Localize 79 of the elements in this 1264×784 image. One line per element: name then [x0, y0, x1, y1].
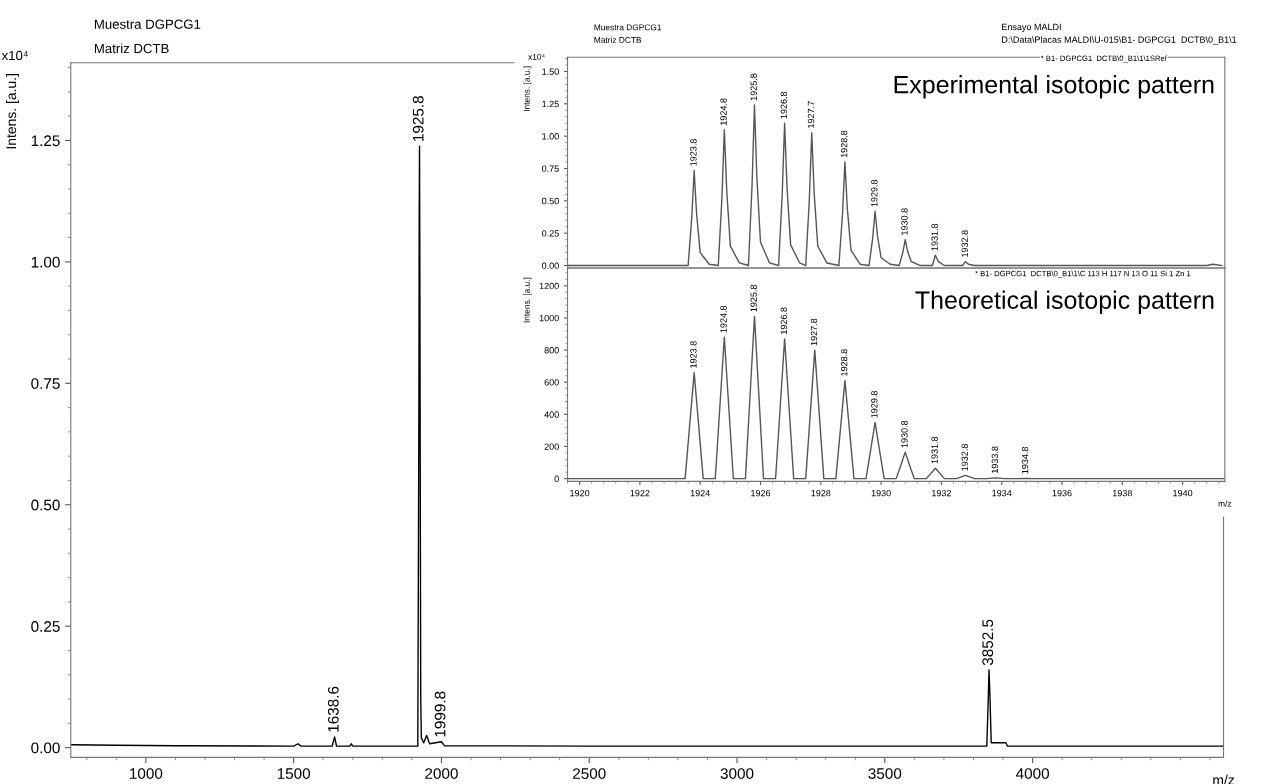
annotation: 1926.8	[780, 307, 788, 334]
y-axis-title: Intens. [a.u.]	[523, 277, 532, 323]
x-tick-label: 1924	[690, 489, 710, 497]
x-tick-label: 1934	[992, 489, 1012, 497]
annotation: 1923.8	[690, 341, 697, 368]
x-tick-label: 2500	[573, 768, 606, 779]
annotation: 1638.6	[327, 686, 339, 732]
y-tick-label: 600	[544, 379, 559, 386]
annotation: 1923.8	[690, 139, 697, 166]
y-tick-label: 1.00	[542, 133, 559, 140]
text: Matriz DCTB	[94, 43, 169, 54]
annotation: 1924.8	[720, 98, 727, 125]
y-tick-label: 0.00	[31, 742, 60, 754]
x-tick-label: 1936	[1052, 489, 1072, 497]
y-tick-label: 0.50	[31, 499, 60, 511]
x-tick-label: 1920	[570, 489, 590, 497]
y-tick-label: 0.25	[541, 230, 559, 237]
y-tick-label: 1.50	[542, 68, 559, 75]
annotation: 1934.8	[1021, 446, 1029, 474]
y-tick-label: 200	[544, 443, 559, 450]
y-tick-label: 1.00	[31, 256, 60, 268]
x-tick-label: 4000	[1015, 768, 1049, 779]
y-tick-label: 0	[554, 475, 559, 482]
x-tick-label: 1000	[130, 768, 163, 779]
y-tick-label: 1000	[539, 314, 559, 322]
x-tick-label: 1940	[1173, 489, 1193, 497]
text: Experimental isotopic pattern	[894, 75, 1214, 99]
x-tick-label: 3000	[720, 768, 754, 779]
text: D:\Data\Placas MALDI\U-015\B1- DGPCG1 DCTB\0_B1\1	[1002, 36, 1237, 45]
annotation: 1925.8	[750, 284, 757, 312]
y-tick-label: 1.25	[542, 100, 559, 108]
x-tick-label: 1926	[751, 489, 771, 497]
x-tick-label: 2000	[425, 768, 458, 779]
annotation: 1927.7	[807, 101, 815, 128]
annotation: 1926.8	[780, 91, 788, 119]
annotation: 1927.8	[810, 318, 818, 346]
annotation: 1932.8	[961, 230, 968, 257]
text: x10⁴	[528, 53, 545, 60]
annotation: 3852.5	[982, 619, 994, 666]
x-tick-label: 3500	[868, 768, 902, 779]
y-tick-label: 0.25	[31, 621, 60, 632]
y-tick-label: 0.50	[541, 197, 559, 205]
annotation: 1930.8	[901, 420, 908, 448]
x-tick-label: 1932	[932, 489, 951, 497]
y-tick-label: 0.00	[541, 262, 559, 269]
annotation: 1929.8	[871, 179, 878, 207]
annotation: 1933.8	[991, 446, 999, 473]
annotation: 1928.8	[840, 130, 848, 158]
y-axis-title: Intens. [a.u.]	[523, 66, 532, 112]
x-axis-title: m/z	[1218, 500, 1232, 507]
annotation: 1925.8	[750, 73, 757, 101]
text: Ensayo MALDI	[1002, 23, 1061, 32]
y-tick-label: 0.75	[541, 165, 559, 172]
annotation: 1931.8	[931, 223, 938, 251]
y-axis-title: Intens. [a.u.]	[5, 74, 19, 149]
annotation: 1931.8	[931, 436, 938, 464]
x-tick-label: 1938	[1112, 489, 1132, 497]
x-axis-title: m/z	[1213, 774, 1235, 784]
text: Theoretical isotopic pattern	[915, 290, 1214, 314]
y-tick-label: 400	[544, 411, 559, 418]
text: Matriz DCTB	[594, 36, 642, 43]
annotation: 1999.8	[434, 691, 446, 737]
text: Muestra DGPCG1	[94, 19, 201, 29]
x-tick-label: 1930	[871, 489, 891, 497]
annotation: 1928.8	[840, 349, 848, 376]
text: Muestra DGPCG1	[594, 24, 662, 31]
y-tick-label: 1.25	[31, 135, 60, 147]
x-tick-label: 1922	[630, 489, 650, 497]
annotation: 1925.8	[412, 96, 424, 141]
x-tick-label: 1500	[277, 768, 311, 779]
annotation: 1930.8	[901, 208, 908, 235]
annotation: 1924.8	[720, 305, 727, 333]
y-tick-label: 0.75	[31, 378, 60, 389]
text: x10⁴	[1, 50, 28, 61]
y-tick-label: 800	[544, 347, 559, 354]
annotation: 1929.8	[871, 391, 878, 418]
y-tick-label: 1200	[539, 282, 559, 290]
annotation: 1932.8	[961, 444, 968, 471]
x-tick-label: 1928	[811, 489, 831, 497]
